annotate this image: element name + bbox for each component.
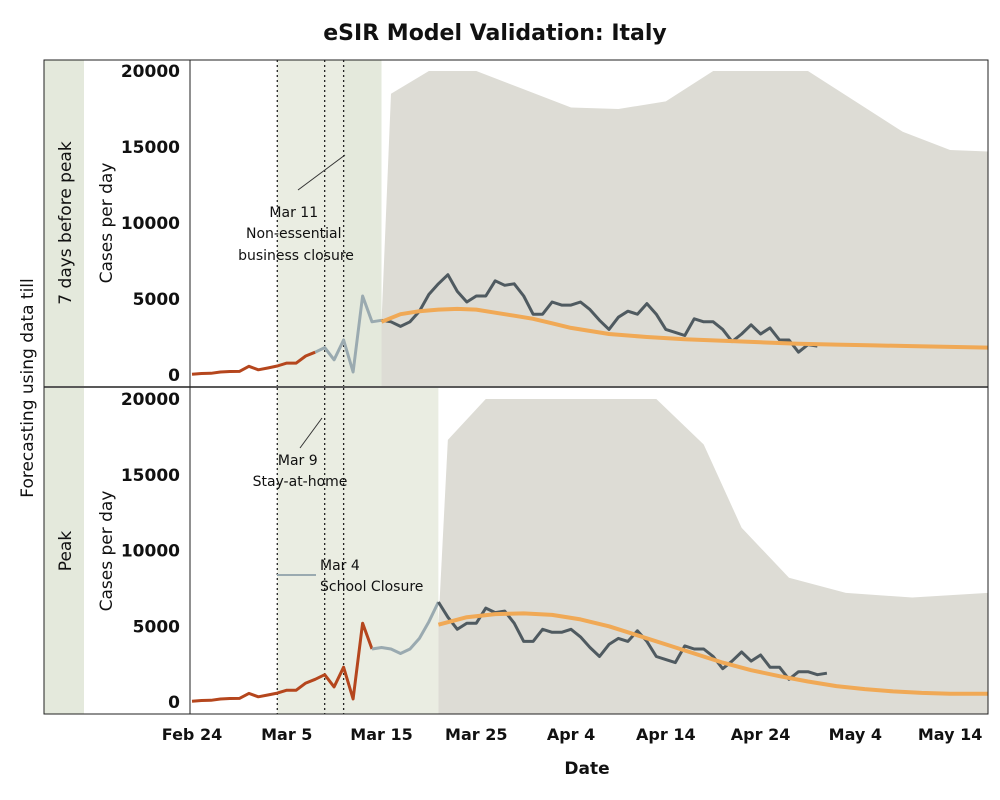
intervention-lines [276,388,345,714]
outer-y-axis-label: Forecasting using data till [18,278,38,497]
annotation-mar-11: Mar 11 Non-essential business closure [238,205,354,264]
y-tick-label: 5000 [133,290,180,310]
x-tick-label: May 4 [829,725,882,744]
x-tick-label: Apr 14 [636,725,696,744]
row-label: Peak [56,531,76,572]
x-tick-label: Apr 24 [731,725,791,744]
period-shade [343,60,382,386]
chart-title: eSIR Model Validation: Italy [323,21,667,46]
x-tick-label: Apr 4 [547,725,595,744]
observed-training-line [371,601,440,655]
row-label: 7 days before peak [56,141,76,305]
prediction-line [380,306,989,350]
observed-after-line [437,601,828,681]
x-tick-labels: Feb 24 Mar 5 Mar 15 Mar 25 Apr 4 Apr 14 Apr 24… [162,725,983,744]
x-tick-label: Mar 25 [445,725,507,744]
y-tick-labels: 0 5000 10000 15000 20000 [121,390,180,713]
period-shading [277,60,382,386]
panel-peak: Peak Cases per day 05000100001500020000 … [44,388,988,714]
y-tick-label: 10000 [121,542,180,562]
y-tick-label: 0 [168,366,180,386]
y-tick-label: 0 [168,693,180,713]
x-tick-label: Mar 15 [350,725,412,744]
annotation-mar-9: Mar 9 Stay-at-home [253,453,348,490]
x-tick-label: May 14 [918,725,983,744]
y-tick-label: 15000 [121,466,180,486]
plot-area [191,388,988,714]
observed-before-line [191,621,374,703]
y-tick-label: 20000 [121,390,180,410]
confidence-band [438,399,988,714]
x-tick-label: Feb 24 [162,725,222,744]
leader-line [297,154,346,191]
period-shade [277,60,344,386]
plot-area [191,60,989,386]
observed-before-line [191,350,316,376]
leader-line [299,417,323,449]
confidence-band [381,71,988,386]
panel-7-days-before-peak: 7 days before peak Cases per day 0 5000 10… [44,60,989,386]
x-axis-label: Date [564,759,609,779]
y-tick-label: 15000 [121,138,180,158]
observed-after-line [381,273,818,354]
y-tick-label: 10000 [121,214,180,234]
observed-training-line [314,294,382,374]
row-label-background [44,388,84,714]
y-tick-label: 20000 [121,62,180,82]
x-tick-label: Mar 5 [261,725,312,744]
y-axis-label: Cases per day [97,163,117,284]
row-label-background [44,60,84,386]
y-tick-labels: 0 5000 10000 15000 20000 [121,62,180,386]
annotation-mar-4: Mar 4 School Closure [320,558,423,595]
y-tick-label: 5000 [133,617,180,637]
prediction-line [437,611,988,696]
y-axis-label: Cases per day [97,491,117,612]
intervention-lines [276,60,345,386]
